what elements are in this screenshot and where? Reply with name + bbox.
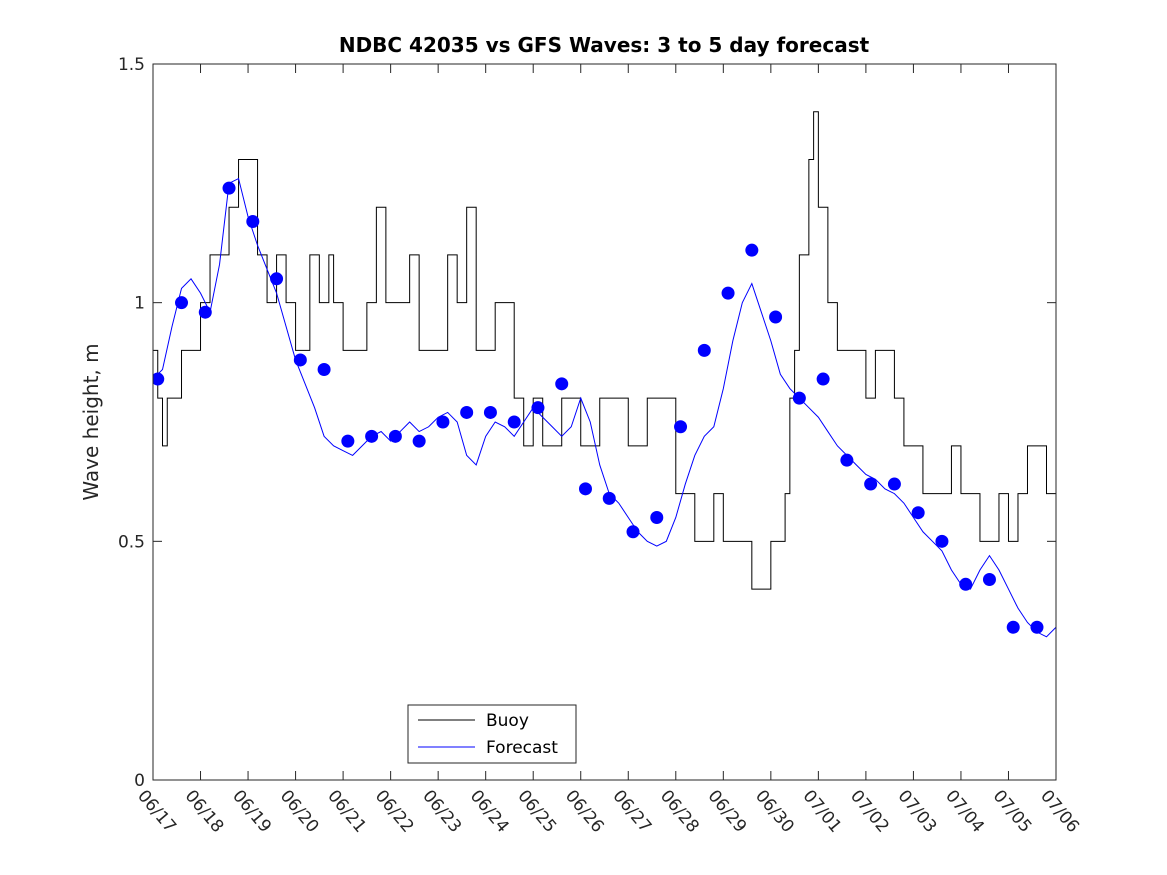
y-axis: 0 0.5 1 1.5 (118, 55, 1056, 791)
x-tick-label: 06/28 (656, 786, 703, 836)
forecast-marker (293, 353, 307, 367)
forecast-marker (507, 415, 521, 429)
y-tick-label: 0.5 (118, 532, 145, 552)
forecast-marker (436, 415, 450, 429)
legend-label-buoy: Buoy (486, 711, 529, 731)
chart-title: NDBC 42035 vs GFS Waves: 3 to 5 day fore… (339, 33, 870, 57)
x-tick-label: 06/24 (466, 786, 513, 836)
x-tick-label: 06/25 (513, 786, 560, 836)
forecast-marker (697, 343, 711, 357)
forecast-marker (388, 429, 402, 443)
forecast-marker (270, 272, 284, 286)
legend-label-forecast: Forecast (486, 738, 558, 758)
x-tick-label: 07/02 (846, 786, 893, 836)
x-tick-label: 06/17 (133, 786, 180, 836)
forecast-marker (555, 377, 569, 391)
x-tick-label: 06/30 (751, 786, 798, 836)
forecast-marker (531, 401, 545, 415)
x-axis: 06/17 06/18 06/19 06/20 06/21 06/22 06/23 06/24… (133, 64, 1083, 837)
forecast-marker (222, 181, 236, 195)
plot-area-frame (152, 63, 1057, 781)
x-tick-label: 06/21 (323, 786, 370, 836)
forecast-marker (1006, 620, 1020, 634)
y-axis-label: Wave height, m (79, 343, 103, 500)
forecast-marker (412, 434, 426, 448)
forecast-marker (792, 391, 806, 405)
forecast-marker (887, 477, 901, 491)
forecast-marker (959, 577, 973, 591)
forecast-marker (198, 305, 212, 319)
series-layer (153, 111, 1056, 638)
forecast-marker (602, 491, 616, 505)
legend: Buoy Forecast (407, 704, 577, 764)
forecast-marker (153, 372, 165, 386)
x-tick-label: 06/26 (561, 786, 608, 836)
forecast-marker (365, 429, 379, 443)
forecast-marker (864, 477, 878, 491)
x-tick-label: 06/27 (608, 786, 655, 836)
forecast-marker (816, 372, 830, 386)
y-tick-label: 1.5 (118, 55, 145, 75)
forecast-marker (769, 310, 783, 324)
forecast-marker (460, 405, 474, 419)
forecast-marker (341, 434, 355, 448)
y-tick-label: 0 (134, 771, 145, 791)
forecast-marker (650, 510, 664, 524)
forecast-marker (935, 534, 949, 548)
forecast-marker (246, 215, 260, 229)
forecast-marker (745, 243, 759, 257)
forecast-marker (1030, 620, 1044, 634)
forecast-marker (175, 296, 189, 310)
forecast-marker (911, 506, 925, 520)
forecast-marker (840, 453, 854, 467)
x-tick-label: 06/22 (371, 786, 418, 836)
x-tick-label: 06/29 (703, 786, 750, 836)
forecast-marker (982, 573, 996, 587)
forecast-marker (626, 525, 640, 539)
forecast-marker (721, 286, 735, 300)
x-tick-label: 07/03 (894, 786, 941, 836)
x-tick-label: 06/20 (276, 786, 323, 836)
series-line-forecast (153, 177, 1056, 638)
forecast-marker (317, 362, 331, 376)
x-tick-label: 06/18 (181, 786, 228, 836)
forecast-marker (674, 420, 688, 434)
x-tick-label: 06/19 (228, 786, 275, 836)
x-tick-label: 07/01 (799, 786, 846, 836)
y-tick-label: 1 (134, 294, 145, 314)
legend-box (407, 704, 577, 764)
series-line-buoy (153, 111, 1056, 590)
forecast-marker (483, 405, 497, 419)
x-tick-label: 07/04 (941, 786, 988, 836)
x-tick-label: 07/06 (1036, 786, 1083, 836)
forecast-marker (578, 482, 592, 496)
x-tick-label: 07/05 (989, 786, 1036, 836)
x-tick-label: 06/23 (418, 786, 465, 836)
